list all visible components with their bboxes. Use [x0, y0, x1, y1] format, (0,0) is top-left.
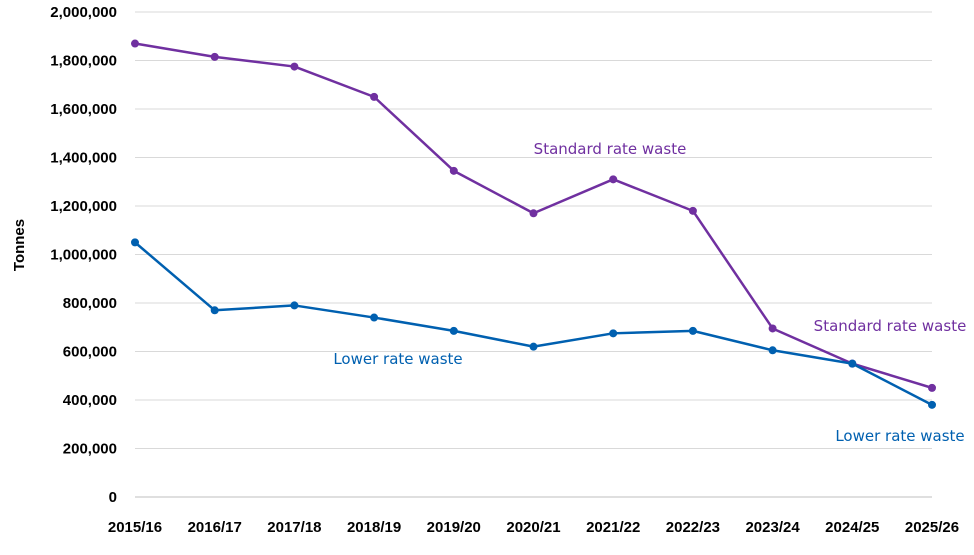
- y-axis: 0 200,000 400,000 600,000 800,000 1,000,000 1,…: [50, 4, 117, 506]
- y-tick-label: 600,000: [63, 344, 117, 361]
- y-tick-label: 1,200,000: [50, 198, 117, 215]
- x-axis: 2015/16 2016/17 2017/18 2018/19 2019/20 2020/…: [108, 519, 959, 536]
- series-group: [131, 39, 936, 409]
- data-point-standard-rate-waste: [529, 209, 538, 218]
- data-point-lower-rate-waste: [688, 326, 697, 335]
- data-point-lower-rate-waste: [609, 329, 618, 338]
- data-point-lower-rate-waste: [131, 238, 139, 247]
- x-tick-label: 2015/16: [108, 519, 162, 536]
- data-point-standard-rate-waste: [290, 62, 299, 71]
- x-tick-label: 2016/17: [188, 519, 242, 536]
- x-tick-label: 2025/26: [905, 519, 959, 536]
- y-tick-label: 0: [109, 489, 117, 506]
- y-tick-label: 400,000: [63, 392, 117, 409]
- x-tick-label: 2018/19: [347, 519, 401, 536]
- annotation-lower-rate-waste-middle: Lower rate waste: [333, 350, 462, 368]
- data-point-standard-rate-waste: [131, 39, 139, 48]
- y-tick-label: 2,000,000: [50, 4, 117, 21]
- data-point-lower-rate-waste: [848, 359, 857, 368]
- data-point-lower-rate-waste: [210, 306, 219, 315]
- x-tick-label: 2020/21: [506, 519, 560, 536]
- series-line-lower-rate-waste: [134, 241, 933, 406]
- y-tick-label: 1,800,000: [50, 53, 117, 70]
- annotation-standard-rate-waste-middle: Standard rate waste: [534, 140, 687, 158]
- y-tick-label: 200,000: [63, 441, 117, 458]
- gridlines: [135, 11, 932, 498]
- data-point-lower-rate-waste: [768, 346, 777, 355]
- data-point-standard-rate-waste: [370, 92, 379, 101]
- x-tick-label: 2019/20: [427, 519, 481, 536]
- data-point-lower-rate-waste: [449, 326, 458, 335]
- y-axis-title: Tonnes: [11, 219, 28, 271]
- data-point-standard-rate-waste: [449, 166, 458, 175]
- x-tick-label: 2017/18: [267, 519, 321, 536]
- y-tick-label: 1,000,000: [50, 247, 117, 264]
- x-tick-label: 2022/23: [666, 519, 720, 536]
- data-point-standard-rate-waste: [688, 206, 697, 215]
- data-point-standard-rate-waste: [609, 175, 618, 184]
- data-point-lower-rate-waste: [928, 400, 936, 409]
- y-tick-label: 800,000: [63, 295, 117, 312]
- y-tick-label: 1,400,000: [50, 150, 117, 167]
- data-point-standard-rate-waste: [768, 324, 777, 333]
- data-point-lower-rate-waste: [290, 301, 299, 310]
- annotations: Standard rate waste Standard rate waste …: [333, 140, 966, 445]
- y-tick-label: 1,600,000: [50, 101, 117, 118]
- data-point-standard-rate-waste: [210, 52, 219, 61]
- data-point-standard-rate-waste: [928, 383, 936, 392]
- annotation-lower-rate-waste-right: Lower rate waste: [835, 427, 964, 445]
- x-tick-label: 2024/25: [825, 519, 879, 536]
- x-tick-label: 2023/24: [745, 519, 800, 536]
- x-tick-label: 2021/22: [586, 519, 640, 536]
- data-point-lower-rate-waste: [529, 342, 538, 351]
- data-point-lower-rate-waste: [370, 313, 379, 322]
- annotation-standard-rate-waste-right: Standard rate waste: [814, 317, 967, 335]
